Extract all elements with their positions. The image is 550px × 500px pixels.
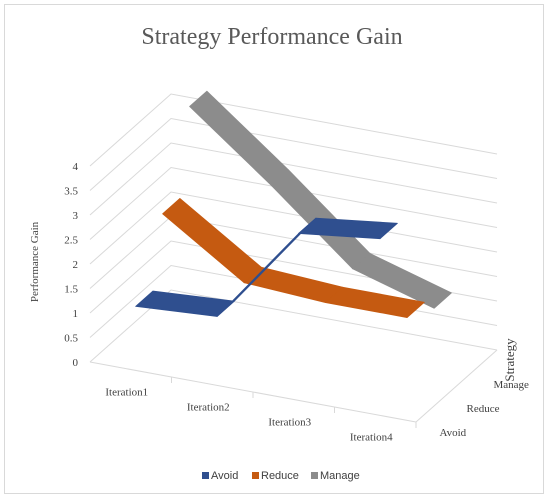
x-tick-label: Iteration1 [105,387,148,399]
y-tick-label: 1 [73,308,79,320]
series-segment [162,198,262,284]
x-tick-labels: Iteration1 Iteration2 Iteration3 Iteration4 [105,387,393,444]
legend-swatch [202,472,209,479]
legend-swatch [252,472,259,479]
y-tick-label: 3 [73,210,79,222]
chart-title: Strategy Performance Gain [141,24,402,50]
depth-tick-label: Avoid [440,427,467,439]
gridline [89,289,498,363]
legend-label: Avoid [211,470,238,482]
gridline [89,142,498,216]
depth-axis-line [415,349,498,423]
legend-label: Manage [320,470,360,482]
x-tick-label: Iteration4 [350,432,393,444]
y-tick-label: 1.5 [64,284,78,296]
series-segment [352,253,452,309]
legend: Avoid Reduce Manage [202,470,360,482]
legend-swatch [311,472,318,479]
series-segment [189,90,289,186]
legend-label: Reduce [261,470,299,482]
y-tick-label: 2.5 [64,235,78,247]
axes [89,349,498,428]
series-segment [135,290,235,317]
gridline [89,166,498,240]
depth-axis-label: Strategy [502,338,517,382]
gridline [89,117,498,191]
y-tick-label: 4 [73,161,79,173]
x-tick-label: Iteration3 [268,417,311,429]
series-segment [298,217,398,240]
y-axis-label: Performance Gain [29,221,41,302]
series-segment [243,266,344,303]
y-tick-label: 3.5 [64,186,78,198]
depth-tick-label: Reduce [467,403,500,415]
grid-lines [89,93,498,363]
y-tick-label: 0 [73,357,79,369]
gridline [89,93,498,167]
x-tick-label: Iteration2 [187,402,230,414]
gridline [89,191,498,265]
series-segment [325,286,425,318]
chart-frame [4,4,544,494]
y-tick-label: 2 [73,259,79,271]
series-group [135,90,452,318]
y-tick-labels: 0 0.5 1 1.5 2 2.5 3 3.5 4 [64,161,78,369]
depth-tick-label: Manage [494,379,530,391]
y-tick-label: 0.5 [64,333,78,345]
